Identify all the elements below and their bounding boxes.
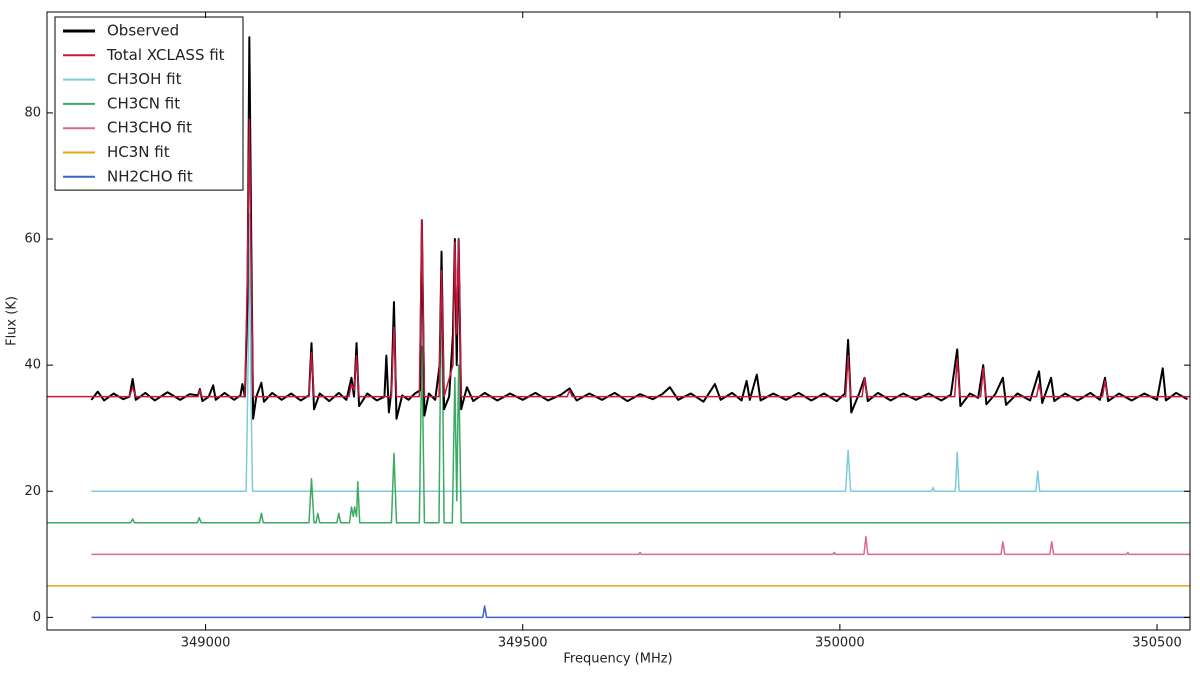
x-tick-label: 350000 <box>815 636 865 651</box>
legend-label: Observed <box>107 22 179 40</box>
plot-area <box>47 36 1190 619</box>
legend-label: NH2CHO fit <box>107 167 193 185</box>
legend-label: HC3N fit <box>107 143 170 161</box>
legend-label: Total XCLASS fit <box>106 46 225 64</box>
y-tick-label: 20 <box>24 484 41 499</box>
series-line <box>90 36 1188 420</box>
x-axis-label: Frequency (MHz) <box>563 652 672 667</box>
x-tick-label: 349000 <box>181 636 231 651</box>
legend-label: CH3CHO fit <box>107 119 192 137</box>
y-tick-label: 40 <box>24 358 41 373</box>
y-tick-label: 0 <box>33 610 41 625</box>
y-axis-label: Flux (K) <box>5 296 20 346</box>
series-line <box>91 213 1190 493</box>
axes-frame <box>46 11 1191 631</box>
legend-label: CH3OH fit <box>107 70 182 88</box>
legend-label: CH3CN fit <box>107 94 180 112</box>
x-tick-label: 349500 <box>498 636 548 651</box>
series-line <box>91 535 1190 556</box>
series-line <box>91 605 1190 619</box>
x-tick-label: 350500 <box>1132 636 1182 651</box>
legend: Observed Total XCLASS fit CH3OH fit CH3CN f… <box>54 16 244 191</box>
y-tick-label: 80 <box>24 105 41 120</box>
series-line <box>47 118 1190 398</box>
y-tick-label: 60 <box>24 232 41 247</box>
